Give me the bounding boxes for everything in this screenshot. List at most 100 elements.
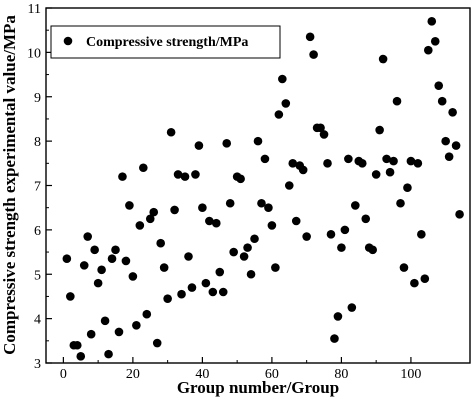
data-point	[218, 287, 228, 297]
data-point	[114, 327, 124, 337]
data-point	[444, 152, 454, 161]
data-point	[291, 216, 301, 226]
data-point	[152, 338, 162, 348]
legend-box	[50, 25, 281, 59]
data-point	[239, 252, 249, 261]
data-point	[451, 141, 461, 150]
data-point	[351, 201, 360, 210]
data-point	[132, 320, 141, 330]
x-tick-label: 100	[400, 367, 421, 382]
data-point	[139, 163, 148, 173]
data-point	[79, 261, 89, 270]
data-point	[125, 201, 134, 210]
data-point	[326, 230, 336, 239]
data-point	[229, 247, 238, 257]
data-point	[66, 292, 75, 301]
data-point	[413, 159, 423, 168]
data-point	[97, 265, 106, 275]
data-point	[260, 154, 270, 164]
data-point	[403, 183, 412, 193]
data-point	[378, 54, 388, 64]
data-point	[337, 243, 346, 252]
data-point	[382, 154, 391, 164]
data-point	[448, 107, 457, 117]
data-point	[333, 312, 343, 321]
data-point	[298, 165, 308, 175]
data-point	[156, 238, 165, 248]
data-point	[406, 156, 416, 166]
data-point	[111, 245, 120, 255]
data-point	[184, 252, 193, 261]
data-point	[118, 172, 127, 181]
data-points	[62, 17, 464, 361]
data-point	[410, 278, 419, 288]
data-point	[180, 172, 190, 181]
legend-marker	[63, 36, 73, 46]
data-point	[208, 287, 218, 297]
data-point	[128, 272, 138, 281]
data-point	[83, 232, 93, 241]
legend-label: Compressive strength/MPa	[86, 35, 248, 50]
data-point	[205, 216, 214, 226]
data-point	[201, 278, 211, 288]
data-point	[274, 110, 284, 119]
data-point	[371, 170, 381, 179]
y-axis: 3 4 5 6 7 8 9 10 11	[27, 2, 52, 372]
y-tick-label: 7	[34, 180, 41, 195]
data-point	[142, 309, 152, 319]
data-point	[107, 254, 117, 264]
data-point	[344, 154, 353, 164]
data-point	[423, 45, 433, 55]
data-point	[121, 256, 131, 266]
data-point	[264, 203, 273, 212]
data-point	[187, 283, 197, 292]
data-point	[288, 159, 298, 168]
data-point	[434, 81, 444, 90]
data-point	[145, 214, 155, 224]
data-point	[191, 170, 200, 179]
data-point	[166, 127, 176, 137]
y-tick-label: 10	[27, 46, 41, 61]
data-point	[170, 205, 179, 215]
data-point	[417, 230, 426, 239]
x-tick-label: 60	[265, 367, 279, 382]
data-point	[90, 245, 99, 255]
data-point	[441, 136, 450, 146]
data-point	[267, 221, 277, 230]
data-point	[93, 278, 103, 288]
data-point	[281, 99, 291, 108]
data-point	[194, 141, 204, 150]
y-axis-label: Compressive strength experimental value/…	[0, 15, 19, 355]
y-tick-label: 11	[28, 2, 41, 17]
data-point	[305, 32, 315, 42]
data-point	[368, 245, 377, 255]
data-point	[357, 159, 367, 168]
data-point	[177, 289, 186, 299]
data-point	[243, 243, 252, 252]
data-point	[284, 181, 294, 190]
y-tick-label: 6	[34, 224, 41, 239]
data-point	[427, 17, 437, 26]
data-point	[389, 156, 398, 166]
data-point	[420, 274, 430, 283]
data-point	[253, 136, 263, 146]
data-point	[104, 349, 113, 359]
data-point	[173, 170, 183, 179]
x-axis: 0 20 40 60 80 100	[60, 357, 421, 382]
data-point	[347, 303, 357, 312]
data-point	[385, 167, 395, 177]
x-tick-label: 0	[60, 367, 67, 382]
data-point	[309, 50, 318, 59]
data-point	[246, 269, 256, 279]
data-point	[222, 139, 232, 148]
data-point	[399, 263, 409, 272]
data-point	[330, 334, 339, 343]
data-point	[100, 316, 110, 326]
data-point	[316, 123, 325, 133]
data-point	[198, 203, 207, 212]
x-tick-label: 80	[334, 367, 348, 382]
y-tick-label: 8	[34, 135, 41, 150]
data-point	[437, 96, 447, 106]
data-point	[159, 263, 169, 272]
